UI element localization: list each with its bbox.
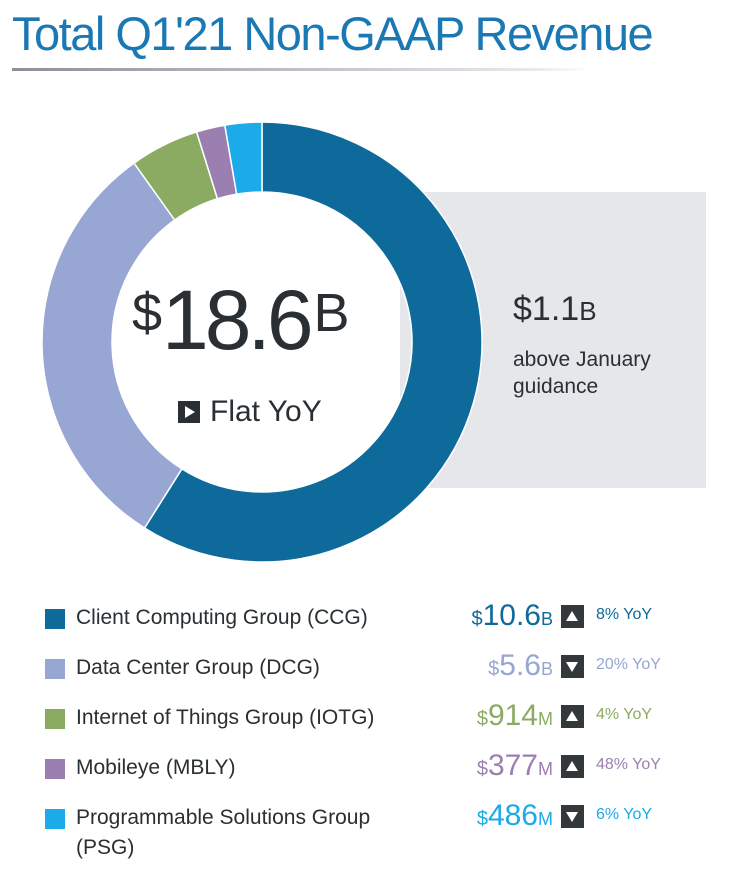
- total-revenue-value: $18.6B: [132, 273, 350, 367]
- donut-slice-1: [41, 162, 183, 530]
- donut-chart: [41, 121, 483, 563]
- legend-label: Data Center Group (DCG): [76, 656, 320, 679]
- donut-slice-4: [223, 121, 263, 196]
- legend-label: Internet of Things Group (IOTG): [76, 706, 375, 729]
- legend-swatch: [45, 809, 65, 829]
- segment-yoy-change: 8% YoY: [596, 606, 653, 623]
- arrow-up-icon: [561, 705, 584, 728]
- legend-swatch: [45, 659, 65, 679]
- flat-arrow-icon: [178, 401, 200, 423]
- arrow-down-icon: [561, 655, 584, 678]
- segment-yoy-change: 20% YoY: [596, 656, 661, 673]
- legend-swatch: [45, 609, 65, 629]
- legend-label: Client Computing Group (CCG): [76, 606, 368, 629]
- arrow-up-icon: [561, 605, 584, 628]
- guidance-text: above January guidance: [513, 348, 651, 398]
- legend-item: Data Center Group (DCG) $5.6B 20% YoY: [45, 649, 735, 693]
- donut-slice-0: [143, 121, 483, 563]
- arrow-up-icon: [561, 755, 584, 778]
- title-underline: [12, 68, 592, 71]
- legend-swatch: [45, 759, 65, 779]
- segment-yoy-change: 6% YoY: [596, 806, 653, 823]
- legend-label: Programmable Solutions Group (PSG): [76, 806, 371, 859]
- legend-label: Mobileye (MBLY): [76, 756, 236, 779]
- legend-item: Client Computing Group (CCG) $10.6B 8% Y…: [45, 599, 735, 643]
- segment-revenue: $486M: [476, 799, 553, 832]
- legend-item: Mobileye (MBLY) $377M 48% YoY: [45, 749, 735, 793]
- chart-title: Total Q1'21 Non-GAAP Revenue: [12, 7, 654, 60]
- segment-revenue: $377M: [476, 749, 553, 782]
- segment-revenue: $10.6B: [471, 599, 553, 632]
- arrow-down-icon: [561, 805, 584, 828]
- segment-revenue: $914M: [476, 699, 553, 732]
- legend-swatch: [45, 709, 65, 729]
- total-change: Flat YoY: [178, 395, 322, 429]
- segment-yoy-change: 48% YoY: [596, 756, 661, 773]
- segment-revenue: $5.6B: [488, 649, 553, 682]
- segment-yoy-change: 4% YoY: [596, 706, 653, 723]
- guidance-value: $1.1B: [513, 290, 597, 328]
- legend-item: Internet of Things Group (IOTG) $914M 4%…: [45, 699, 735, 743]
- legend-item: Programmable Solutions Group (PSG) $486M…: [45, 799, 735, 859]
